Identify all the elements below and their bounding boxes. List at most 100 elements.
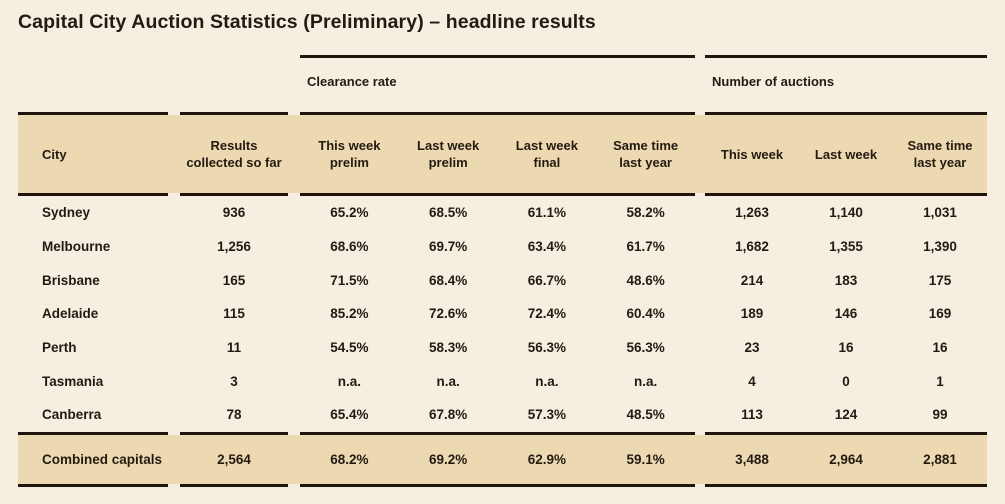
header-gap [695,112,705,196]
column-header-this-week-auctions: This week [705,112,799,196]
table-row-value-cell: 0 [842,373,850,389]
table-row-value-cell: 1 [936,373,944,389]
row-gap [695,331,705,365]
row-gap [288,331,300,365]
combined-capitals-row-value-cell: 59.1% [596,431,695,487]
table-row-city-cell: Brisbane [42,272,100,288]
table-row-value-cell: 99 [932,407,948,423]
row-gap [695,398,705,432]
table-row-value-cell: 1,031 [923,205,957,221]
table-row-value-cell: 165 [222,272,246,288]
table-row-value-cell: 1,263 [735,205,769,221]
table-row-value-cell: 68.6% [330,239,369,255]
table-row-value-cell: 72.6% [428,306,468,322]
table-row-value-cell: 68.4% [428,272,468,288]
table-row-value-cell: 1,682 [735,239,769,255]
table-row-city-cell: Sydney [42,205,91,221]
table-row-city-cell: Tasmania [42,373,104,389]
column-header-last-week-final: Last week final [497,112,597,196]
table-row-city-cell: Canberra [42,407,102,423]
table-row-value-cell: 66.7% [527,272,567,288]
combined-capitals-row-value-cell: 2,881 [893,431,987,487]
combined-capitals-row-value-cell: 69.2% [398,431,498,487]
table-row-value-cell: 1,140 [829,205,863,221]
table-row-value-cell: 65.4% [330,407,369,423]
table-row-value-cell: 54.5% [330,340,369,356]
row-gap [288,432,300,487]
row-gap [288,297,300,331]
table-row-value-cell: 56.3% [626,340,665,356]
table-row-value-cell: 16 [932,340,948,356]
combined-capitals-row-city-cell: Combined capitals [18,431,168,487]
table-row-value-cell: 85.2% [330,306,369,322]
column-header-results-collected: Results collected so far [180,112,288,196]
row-gap [695,230,705,264]
table-row-value-cell: 189 [740,306,764,322]
table-row-value-cell: 146 [834,306,858,322]
row-gap [695,364,705,398]
table-row-value-cell: 183 [834,272,858,288]
group-spacer [18,55,300,112]
row-gap [288,398,300,432]
number-of-auctions-group-header: Number of auctions [705,55,987,112]
column-header-this-week-prelim: This week prelim [300,112,399,196]
table-row-value-cell: n.a. [436,373,460,389]
table-row-value-cell: 61.1% [527,205,567,221]
row-gap [288,230,300,264]
table-row-value-cell: 60.4% [626,306,665,322]
row-gap [695,432,705,487]
table-row-value-cell: 56.3% [527,340,567,356]
page-title: Capital City Auction Statistics (Prelimi… [18,11,596,33]
table-row-value-cell: 214 [740,272,764,288]
table-row-value-cell: 58.2% [626,205,665,221]
table-row-value-cell: 1,355 [829,239,863,255]
row-gap [168,364,180,398]
table-row-value-cell: 78 [226,407,242,423]
table-row-value-cell: 16 [838,340,854,356]
table-row-value-cell: 69.7% [428,239,468,255]
row-gap [168,432,180,487]
combined-capitals-row-value-cell: 68.2% [300,431,399,487]
combined-capitals-row-value-cell: 62.9% [497,431,597,487]
column-header-city: City [18,112,168,196]
column-header-same-time-last-year-auctions: Same time last year [893,112,987,196]
table-row-value-cell: 67.8% [428,407,468,423]
column-header-same-time-last-year-clearance: Same time last year [596,112,695,196]
table-row-value-cell: 57.3% [527,407,567,423]
row-gap [168,196,180,230]
clearance-rate-group-header: Clearance rate [300,55,695,112]
combined-capitals-row-value-cell: 2,564 [180,431,288,487]
table-row-value-cell: 4 [748,373,756,389]
row-gap [168,230,180,264]
header-gap [168,112,180,196]
table-row-value-cell: 48.6% [626,272,665,288]
row-gap [288,263,300,297]
table-row-value-cell: 72.4% [527,306,567,322]
table-row-value-cell: 175 [928,272,952,288]
table-row-value-cell: 115 [223,306,245,322]
table-row-city-cell: Perth [42,340,77,356]
row-gap [695,263,705,297]
table-row-value-cell: 169 [928,306,952,322]
row-gap [695,297,705,331]
combined-capitals-row-value-cell: 2,964 [799,431,893,487]
table-row-value-cell: 1,256 [217,239,251,255]
table-row-value-cell: n.a. [337,373,361,389]
table-row-city-cell: Adelaide [42,306,99,322]
group-gap [695,55,705,112]
auction-stats-table: Clearance rate Number of auctions City R… [18,55,987,487]
table-row-value-cell: 65.2% [330,205,369,221]
table-row-value-cell: 71.5% [330,272,369,288]
table-row-value-cell: 3 [230,373,238,389]
column-header-last-week-auctions: Last week [799,112,893,196]
table-row-value-cell: n.a. [535,373,559,389]
row-gap [168,331,180,365]
table-row-value-cell: n.a. [633,373,658,389]
row-gap [168,398,180,432]
row-gap [695,196,705,230]
table-row-value-cell: 1,390 [923,239,957,255]
row-gap [168,263,180,297]
table-row-city-cell: Melbourne [42,239,111,255]
table-row-value-cell: 48.5% [626,407,665,423]
header-gap [288,112,300,196]
